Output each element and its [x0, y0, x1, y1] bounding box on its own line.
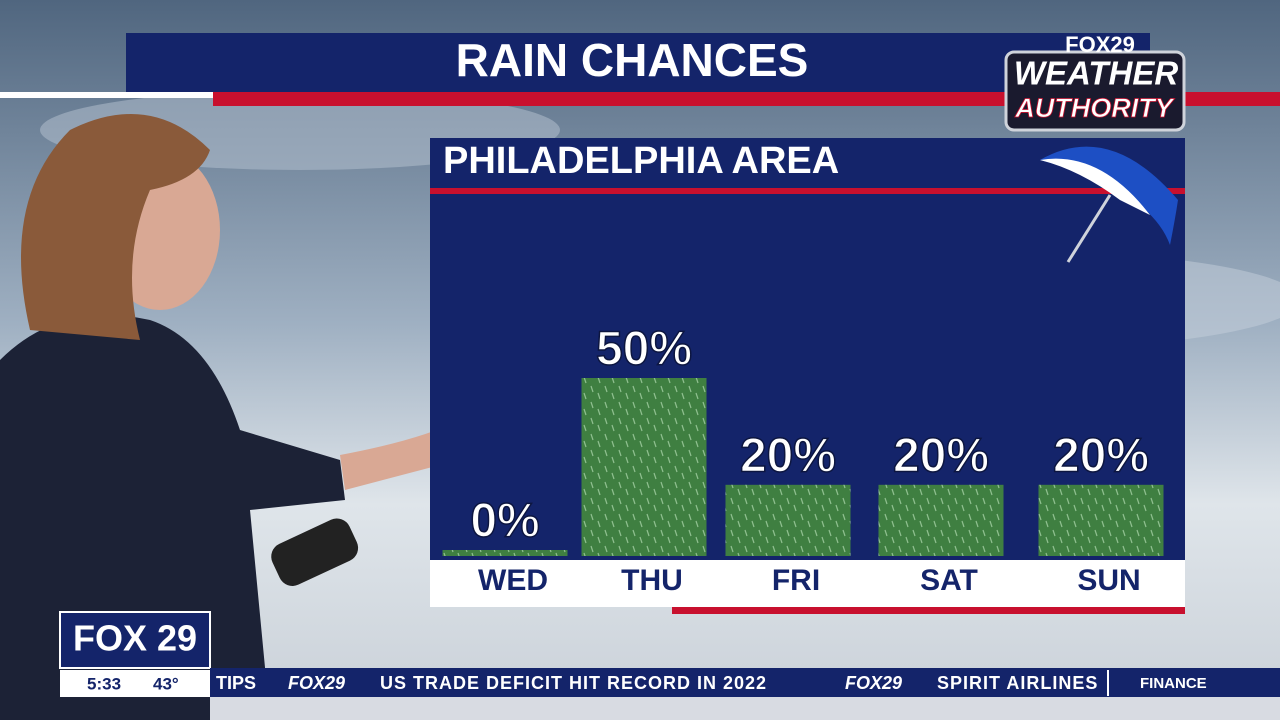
ticker-section: FINANCE — [1140, 675, 1207, 692]
bar-texture — [442, 550, 568, 556]
station-box — [59, 611, 211, 669]
bar-texture — [878, 484, 1004, 556]
umbrella-handle — [1066, 194, 1112, 263]
time: 5:33 — [87, 674, 121, 693]
value-label: 20% — [893, 429, 989, 482]
umbrella — [1040, 146, 1178, 245]
ticker-logo: FOX29 — [288, 673, 345, 693]
bar-texture — [1038, 484, 1164, 556]
umbrella — [1040, 158, 1150, 215]
value-label: 20% — [740, 429, 836, 482]
bars: 0% WED 50% THU 20% FRI 20% SAT 20% SUN — [442, 322, 1164, 597]
chart-title: RAIN CHANCES — [456, 34, 809, 86]
chart-subtitle: PHILADELPHIA AREA — [443, 140, 839, 182]
ticker-base — [210, 697, 1280, 720]
temperature: 43° — [153, 674, 179, 693]
ticker-item: TIPS — [216, 673, 256, 693]
value-label: 50% — [596, 323, 692, 376]
panel-stripe — [430, 188, 1185, 194]
ticker-bar — [210, 668, 1280, 697]
presenter-hair — [21, 114, 210, 340]
banner-stripe — [0, 92, 213, 98]
x-tick-label: THU — [621, 564, 683, 597]
clicker — [271, 518, 359, 586]
ticker-item: SPIRIT AIRLINES — [937, 673, 1098, 693]
station: FOX 29 — [73, 618, 197, 659]
panel-stripe — [672, 607, 1185, 614]
title-banner — [126, 33, 1150, 92]
logo-box — [1004, 50, 1186, 132]
logo-top: FOX29 — [1065, 32, 1135, 57]
x-tick-label: SUN — [1077, 564, 1140, 597]
bar-texture — [725, 484, 851, 556]
category-strip — [430, 560, 1185, 607]
x-tick-label: SAT — [920, 564, 978, 597]
ticker-item: US TRADE DEFICIT HIT RECORD IN 2022 — [380, 673, 767, 693]
x-tick-label: FRI — [772, 564, 820, 597]
value-label: 0% — [470, 495, 539, 548]
x-tick-label: WED — [478, 564, 548, 597]
value-label: 20% — [1053, 429, 1149, 482]
time-box — [60, 670, 210, 697]
bar-texture — [581, 378, 707, 556]
ticker-logo: FOX29 — [845, 673, 902, 693]
logo-sub: AUTHORITY — [1014, 93, 1175, 123]
logo-main: WEATHER — [1014, 55, 1179, 92]
